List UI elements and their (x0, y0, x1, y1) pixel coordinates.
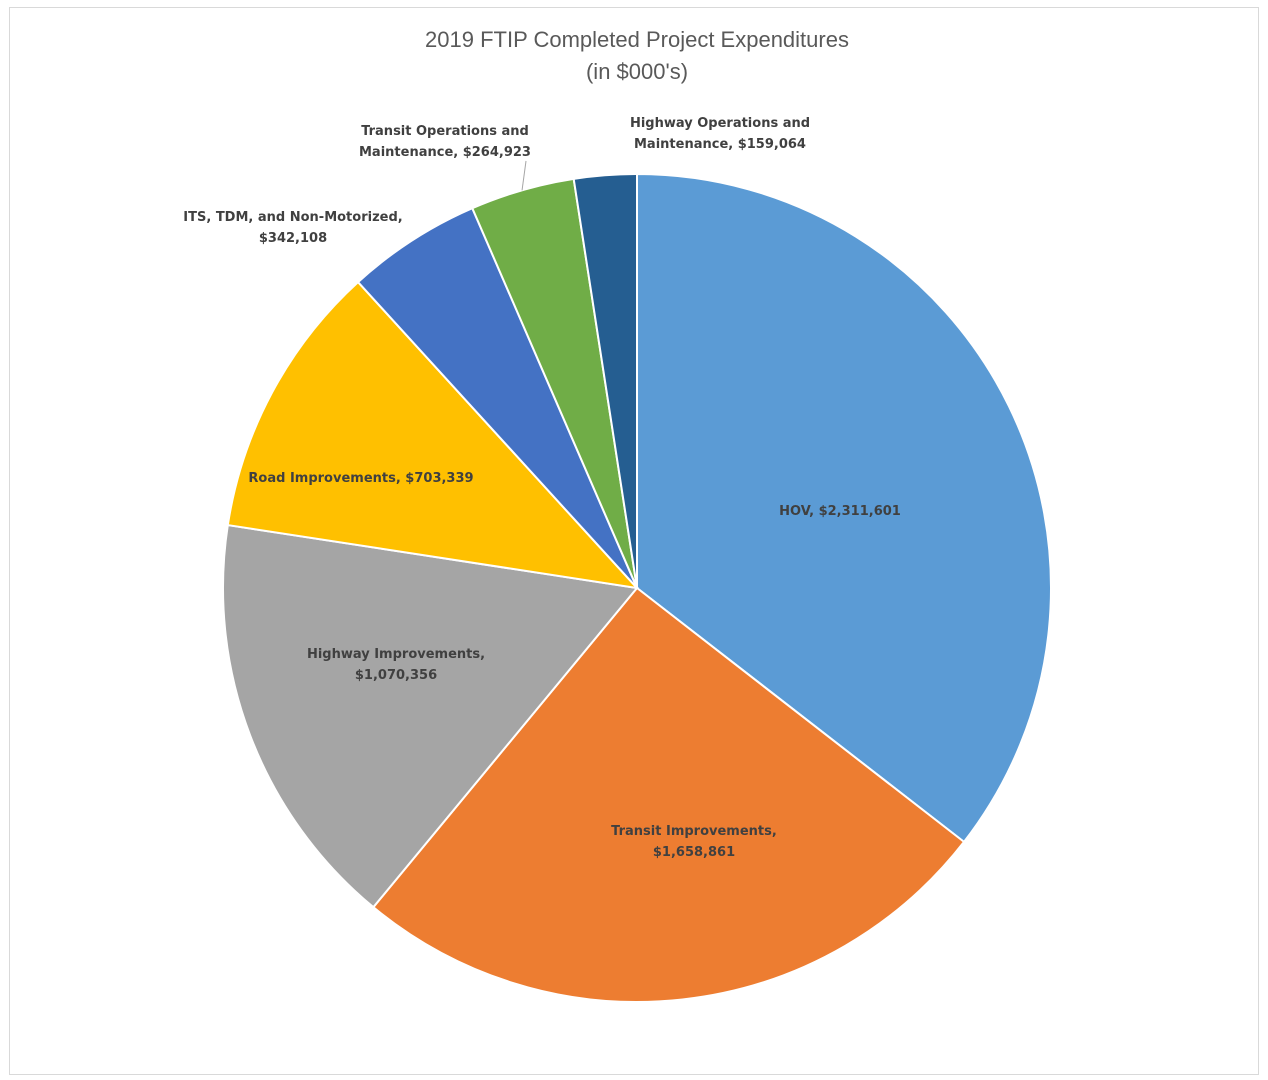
data-label-3-line-1: Highway Improvements, (307, 647, 485, 662)
data-label-5-line-1: ITS, TDM, and Non-Motorized, (183, 210, 402, 225)
data-label-6-line-2: Maintenance, $264,923 (359, 145, 531, 160)
data-label-1-line-1: HOV, $2,311,601 (779, 504, 901, 519)
leader-lines (521, 160, 527, 191)
pie-slice-highway-operations-and-maintenance (572, 172, 638, 589)
pie-slice-its-tdm-and-non-motorized (356, 206, 638, 589)
data-label-2-line-1: Transit Improvements, (611, 824, 777, 839)
data-label-6-line-1: Transit Operations and (361, 124, 529, 139)
pie-slice-road-improvements (226, 280, 640, 590)
leader-line-transit-operations (521, 160, 527, 191)
data-label-7-line-2: Maintenance, $159,064 (634, 137, 806, 152)
data-label-3-line-2: $1,070,356 (355, 668, 437, 683)
data-label-4-line-1: Road Improvements, $703,339 (248, 471, 473, 486)
pie-slice-hov (636, 172, 1052, 844)
pie-slices (222, 172, 1052, 1003)
data-label-7-line-1: Highway Operations and (630, 116, 810, 131)
chart-title-line-1: 2019 FTIP Completed Project Expenditures (425, 27, 849, 52)
data-label-2-line-2: $1,658,861 (653, 845, 735, 860)
chart-title: 2019 FTIP Completed Project Expenditures… (425, 27, 849, 84)
data-label-5-line-2: $342,108 (259, 231, 327, 246)
chart-title-line-2: (in $000's) (586, 59, 688, 84)
pie-slice-transit-improvements (371, 586, 966, 1003)
data-labels: HOV, $2,311,601 Transit Improvements, $1,6… (183, 116, 901, 860)
pie-slice-highway-improvements (222, 523, 639, 909)
